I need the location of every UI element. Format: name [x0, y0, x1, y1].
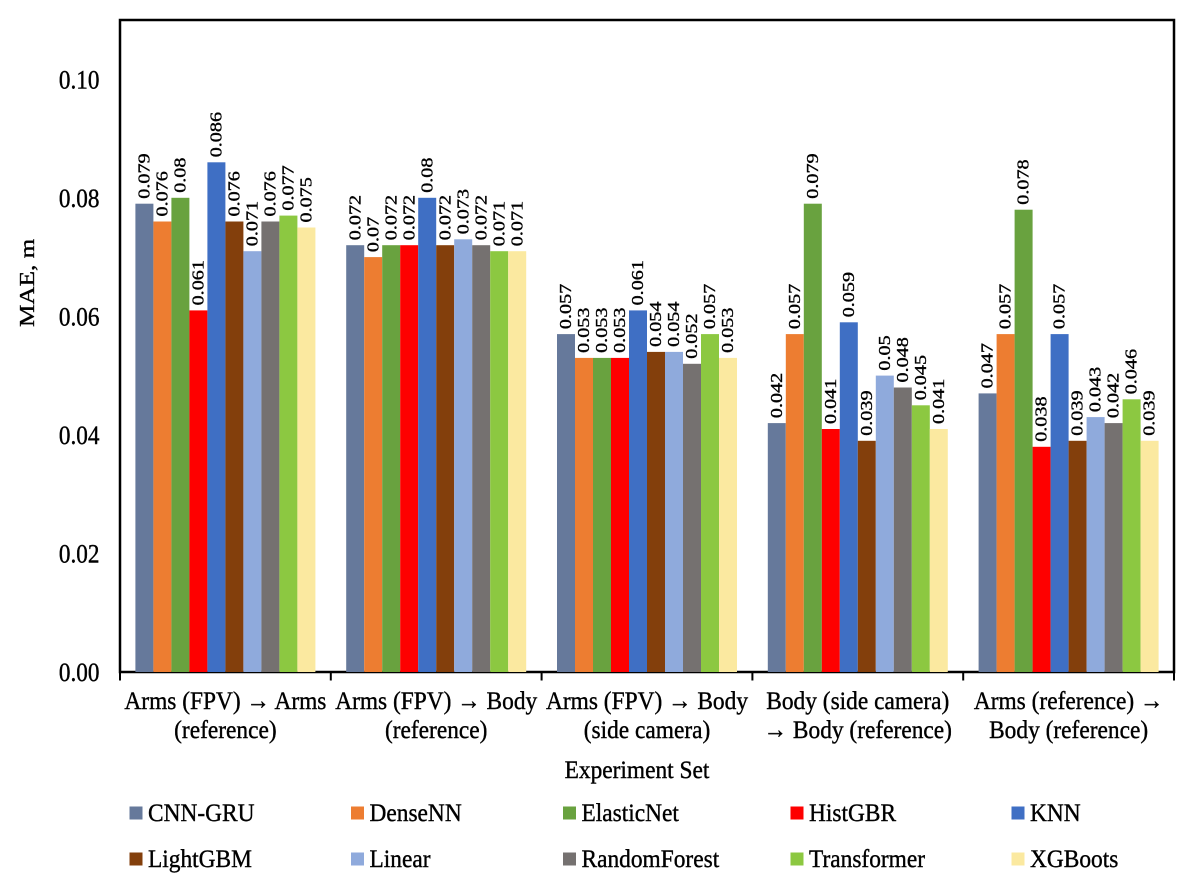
svg-text:0.05: 0.05 [875, 335, 894, 370]
svg-text:(side camera): (side camera) [584, 716, 711, 744]
svg-text:HistGBR: HistGBR [809, 799, 897, 827]
svg-text:MAE, m: MAE, m [16, 239, 40, 327]
svg-text:RandomForest: RandomForest [582, 845, 720, 873]
svg-text:0.071: 0.071 [243, 201, 262, 246]
svg-text:0.072: 0.072 [400, 195, 419, 240]
svg-text:0.057: 0.057 [785, 284, 804, 329]
svg-text:0.061: 0.061 [189, 260, 208, 305]
svg-text:0.043: 0.043 [1086, 367, 1105, 412]
svg-text:0.057: 0.057 [1050, 284, 1069, 329]
svg-text:0.042: 0.042 [1104, 373, 1123, 418]
svg-text:Arms (FPV) → Arms: Arms (FPV) → Arms [124, 687, 326, 715]
svg-text:0.086: 0.086 [207, 112, 226, 157]
svg-text:XGBoots: XGBoots [1030, 845, 1118, 873]
svg-text:0.041: 0.041 [929, 379, 948, 424]
svg-text:(reference): (reference) [385, 716, 488, 744]
svg-text:0.059: 0.059 [839, 272, 858, 317]
svg-text:0.046: 0.046 [1122, 349, 1141, 394]
svg-text:0.057: 0.057 [557, 284, 576, 329]
svg-text:Experiment Set: Experiment Set [565, 756, 710, 784]
svg-text:0.08: 0.08 [171, 158, 190, 193]
svg-text:0.075: 0.075 [297, 177, 316, 222]
svg-text:0.039: 0.039 [857, 390, 876, 435]
svg-text:0.045: 0.045 [911, 355, 930, 400]
svg-text:Arms (FPV) → Body: Arms (FPV) → Body [335, 687, 538, 715]
svg-text:0.072: 0.072 [382, 195, 401, 240]
svg-text:0.076: 0.076 [261, 171, 280, 216]
svg-text:0.048: 0.048 [893, 337, 912, 382]
svg-text:0.08: 0.08 [59, 184, 100, 213]
svg-text:Arms (FPV) → Body: Arms (FPV) → Body [546, 687, 749, 715]
svg-text:0.02: 0.02 [59, 540, 100, 569]
svg-text:0.061: 0.061 [629, 260, 648, 305]
svg-text:0.039: 0.039 [1068, 390, 1087, 435]
svg-text:DenseNN: DenseNN [370, 799, 462, 827]
svg-text:0.053: 0.053 [719, 308, 738, 353]
svg-text:0.054: 0.054 [647, 302, 666, 347]
svg-text:Body (side camera): Body (side camera) [766, 687, 949, 715]
svg-text:0.057: 0.057 [996, 284, 1015, 329]
svg-text:0.047: 0.047 [978, 343, 997, 388]
svg-text:0.072: 0.072 [346, 195, 365, 240]
svg-text:(reference): (reference) [174, 716, 277, 744]
svg-text:0.076: 0.076 [225, 171, 244, 216]
svg-text:0.053: 0.053 [575, 308, 594, 353]
svg-text:Arms (reference) →: Arms (reference) → [974, 687, 1164, 715]
svg-text:0.073: 0.073 [454, 189, 473, 234]
svg-text:0.072: 0.072 [436, 195, 455, 240]
svg-text:0.078: 0.078 [1014, 159, 1033, 204]
svg-text:0.052: 0.052 [683, 313, 702, 358]
svg-text:LightGBM: LightGBM [148, 845, 252, 873]
svg-text:0.07: 0.07 [364, 217, 383, 252]
svg-text:0.053: 0.053 [611, 308, 630, 353]
svg-text:→ Body (reference): → Body (reference) [764, 716, 952, 744]
svg-text:KNN: KNN [1030, 799, 1081, 827]
svg-text:CNN-GRU: CNN-GRU [148, 799, 255, 827]
svg-text:0.053: 0.053 [593, 308, 612, 353]
svg-text:0.077: 0.077 [279, 165, 298, 210]
svg-text:0.072: 0.072 [472, 195, 491, 240]
svg-text:0.079: 0.079 [135, 153, 154, 198]
svg-text:0.057: 0.057 [701, 284, 720, 329]
svg-text:0.08: 0.08 [418, 158, 437, 193]
svg-text:0.041: 0.041 [821, 379, 840, 424]
svg-text:0.00: 0.00 [59, 659, 100, 688]
svg-text:0.042: 0.042 [767, 373, 786, 418]
svg-text:Transformer: Transformer [809, 845, 925, 873]
svg-text:0.079: 0.079 [803, 153, 822, 198]
svg-text:0.06: 0.06 [59, 303, 100, 332]
svg-text:0.071: 0.071 [508, 201, 527, 246]
svg-text:0.076: 0.076 [153, 171, 172, 216]
svg-text:0.039: 0.039 [1140, 390, 1159, 435]
svg-text:Linear: Linear [370, 845, 431, 873]
svg-text:0.054: 0.054 [665, 302, 684, 347]
svg-text:0.10: 0.10 [59, 66, 100, 95]
svg-text:0.038: 0.038 [1032, 396, 1051, 441]
svg-text:0.071: 0.071 [490, 201, 509, 246]
svg-text:0.04: 0.04 [59, 421, 100, 450]
svg-text:Body (reference): Body (reference) [989, 716, 1148, 744]
svg-text:ElasticNet: ElasticNet [582, 799, 680, 827]
